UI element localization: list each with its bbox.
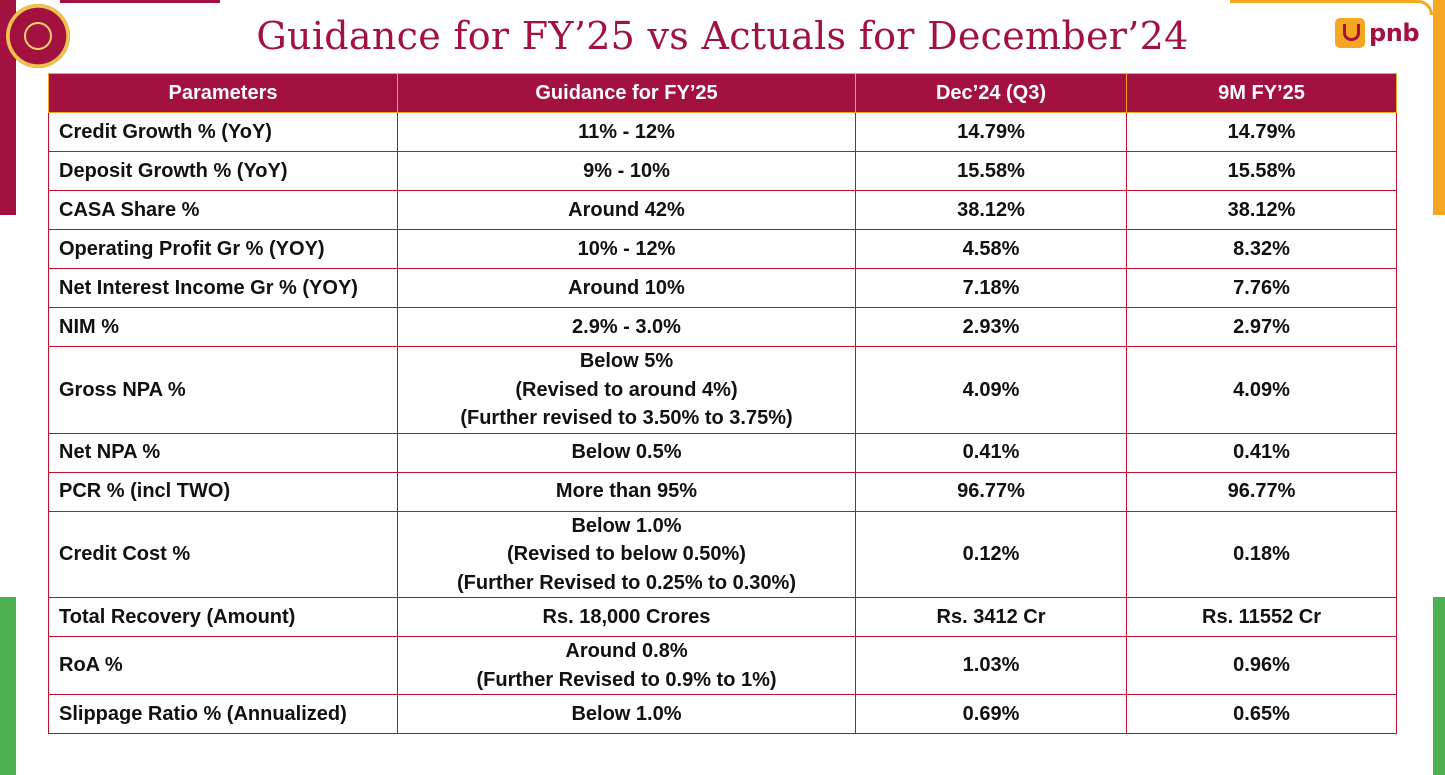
pnb-logo: pnb bbox=[1335, 18, 1419, 48]
left-green-bar bbox=[0, 597, 16, 775]
header-dec24-q3: Dec’24 (Q3) bbox=[855, 73, 1127, 113]
guidance-line: 2.9% - 3.0% bbox=[572, 315, 681, 338]
guidance-cell: More than 95% bbox=[397, 471, 856, 512]
nine-month-cell: 0.65% bbox=[1126, 694, 1397, 734]
dec24-q3-cell: 2.93% bbox=[855, 307, 1127, 347]
guidance-line: More than 95% bbox=[555, 480, 698, 503]
dec24-q3-cell: 1.03% bbox=[855, 636, 1127, 695]
parameter-cell: Gross NPA % bbox=[48, 346, 398, 434]
dec24-q3-cell: 14.79% bbox=[855, 112, 1127, 152]
table-row: CASA Share % Around 42% 38.12% 38.12% bbox=[48, 190, 1397, 230]
table-header-row: Parameters Guidance for FY’25 Dec’24 (Q3… bbox=[48, 73, 1397, 113]
nine-month-cell: 7.76% bbox=[1126, 268, 1397, 308]
dec24-q3-cell: 0.12% bbox=[855, 510, 1127, 598]
table-row: Slippage Ratio % (Annualized) Below 1.0% 0… bbox=[48, 694, 1397, 734]
parameter-cell: Net NPA % bbox=[48, 432, 398, 473]
nine-month-cell: 38.12% bbox=[1126, 190, 1397, 230]
guidance-cell: Around 10% bbox=[397, 268, 856, 308]
guidance-line: (Revised to around 4%) bbox=[515, 378, 738, 401]
parameter-cell: Credit Growth % (YoY) bbox=[48, 112, 398, 152]
guidance-line: Below 5% bbox=[579, 350, 674, 372]
parameter-cell: NIM % bbox=[48, 307, 398, 347]
guidance-cell: Around 0.8% (Further Revised to 0.9% to 1… bbox=[397, 636, 856, 695]
dec24-q3-cell: 15.58% bbox=[855, 151, 1127, 191]
right-green-bar bbox=[1433, 597, 1445, 775]
guidance-cell: Below 0.5% bbox=[397, 432, 856, 473]
nine-month-cell: 0.18% bbox=[1126, 510, 1397, 598]
parameter-cell: RoA % bbox=[48, 636, 398, 695]
parameter-cell: Credit Cost % bbox=[48, 510, 398, 598]
guidance-line: 10% - 12% bbox=[577, 237, 676, 260]
guidance-cell: Below 1.0% bbox=[397, 694, 856, 734]
guidance-cell: Below 5% (Revised to around 4%) (Further r… bbox=[397, 346, 856, 434]
parameter-cell: PCR % (incl TWO) bbox=[48, 471, 398, 512]
dec24-q3-cell: Rs. 3412 Cr bbox=[855, 597, 1127, 637]
table-row: Gross NPA % Below 5% (Revised to around 4%… bbox=[48, 346, 1397, 434]
table-row: Net NPA % Below 0.5% 0.41% 0.41% bbox=[48, 432, 1397, 473]
pnb-logo-text: pnb bbox=[1369, 19, 1419, 47]
right-orange-bar bbox=[1433, 0, 1445, 215]
guidance-line: 9% - 10% bbox=[583, 159, 670, 182]
guidance-line: Around 0.8% bbox=[565, 640, 688, 662]
header-guidance: Guidance for FY’25 bbox=[397, 73, 856, 113]
table-row: RoA % Around 0.8% (Further Revised to 0.9%… bbox=[48, 636, 1397, 695]
dec24-q3-cell: 96.77% bbox=[855, 471, 1127, 512]
header-9m-fy25: 9M FY’25 bbox=[1126, 73, 1397, 113]
guidance-line: 11% - 12% bbox=[578, 120, 675, 143]
dec24-q3-cell: 0.41% bbox=[855, 432, 1127, 473]
table-row: PCR % (incl TWO) More than 95% 96.77% 96.77… bbox=[48, 471, 1397, 512]
top-right-accent-line bbox=[1230, 0, 1433, 15]
guidance-line: Rs. 18,000 Crores bbox=[542, 605, 711, 628]
dec24-q3-cell: 4.58% bbox=[855, 229, 1127, 269]
guidance-cell: Rs. 18,000 Crores bbox=[397, 597, 856, 637]
guidance-table: Parameters Guidance for FY’25 Dec’24 (Q3… bbox=[48, 73, 1397, 734]
guidance-line: Below 0.5% bbox=[571, 441, 682, 464]
nine-month-cell: Rs. 11552 Cr bbox=[1126, 597, 1397, 637]
header-parameters: Parameters bbox=[48, 73, 398, 113]
parameter-cell: Total Recovery (Amount) bbox=[48, 597, 398, 637]
guidance-line: Below 1.0% bbox=[571, 514, 682, 537]
table-row: NIM % 2.9% - 3.0% 2.93% 2.97% bbox=[48, 307, 1397, 347]
nine-month-cell: 14.79% bbox=[1126, 112, 1397, 152]
table-row: Total Recovery (Amount) Rs. 18,000 Crores… bbox=[48, 597, 1397, 637]
nine-month-cell: 2.97% bbox=[1126, 307, 1397, 347]
table-row: Operating Profit Gr % (YOY) 10% - 12% 4.58… bbox=[48, 229, 1397, 269]
nine-month-cell: 0.96% bbox=[1126, 636, 1397, 695]
guidance-line: (Further Revised to 0.9% to 1%) bbox=[476, 668, 777, 691]
guidance-line: (Further revised to 3.50% to 3.75%) bbox=[460, 407, 793, 429]
parameter-cell: CASA Share % bbox=[48, 190, 398, 230]
dec24-q3-cell: 0.69% bbox=[855, 694, 1127, 734]
guidance-cell: Below 1.0% (Revised to below 0.50%) (Furth… bbox=[397, 510, 856, 598]
nine-month-cell: 4.09% bbox=[1126, 346, 1397, 434]
parivartan-seal-icon bbox=[6, 4, 70, 68]
page-title: Guidance for FY’25 vs Actuals for Decemb… bbox=[256, 14, 1189, 58]
nine-month-cell: 15.58% bbox=[1126, 151, 1397, 191]
guidance-cell: 2.9% - 3.0% bbox=[397, 307, 856, 347]
guidance-cell: 11% - 12% bbox=[397, 112, 856, 152]
table-row: Net Interest Income Gr % (YOY) Around 10%… bbox=[48, 268, 1397, 308]
nine-month-cell: 0.41% bbox=[1126, 432, 1397, 473]
guidance-cell: 9% - 10% bbox=[397, 151, 856, 191]
nine-month-cell: 96.77% bbox=[1126, 471, 1397, 512]
parameter-cell: Deposit Growth % (YoY) bbox=[48, 151, 398, 191]
parameter-cell: Net Interest Income Gr % (YOY) bbox=[48, 268, 398, 308]
guidance-cell: Around 42% bbox=[397, 190, 856, 230]
dec24-q3-cell: 38.12% bbox=[855, 190, 1127, 230]
guidance-line: Below 1.0% bbox=[571, 702, 682, 725]
guidance-line: (Further Revised to 0.25% to 0.30%) bbox=[457, 571, 796, 594]
nine-month-cell: 8.32% bbox=[1126, 229, 1397, 269]
table-row: Credit Growth % (YoY) 11% - 12% 14.79% 14.7… bbox=[48, 112, 1397, 152]
dec24-q3-cell: 7.18% bbox=[855, 268, 1127, 308]
dec24-q3-cell: 4.09% bbox=[855, 346, 1127, 434]
parameter-cell: Slippage Ratio % (Annualized) bbox=[48, 694, 398, 734]
guidance-line: Around 10% bbox=[568, 276, 685, 299]
guidance-cell: 10% - 12% bbox=[397, 229, 856, 269]
table-row: Credit Cost % Below 1.0% (Revised to below… bbox=[48, 510, 1397, 598]
top-left-accent-line bbox=[60, 0, 220, 15]
parameter-cell: Operating Profit Gr % (YOY) bbox=[48, 229, 398, 269]
table-row: Deposit Growth % (YoY) 9% - 10% 15.58% 15.5… bbox=[48, 151, 1397, 191]
guidance-line: Around 42% bbox=[568, 198, 685, 221]
pnb-logo-icon bbox=[1335, 18, 1366, 48]
guidance-line: (Revised to below 0.50%) bbox=[507, 543, 746, 565]
